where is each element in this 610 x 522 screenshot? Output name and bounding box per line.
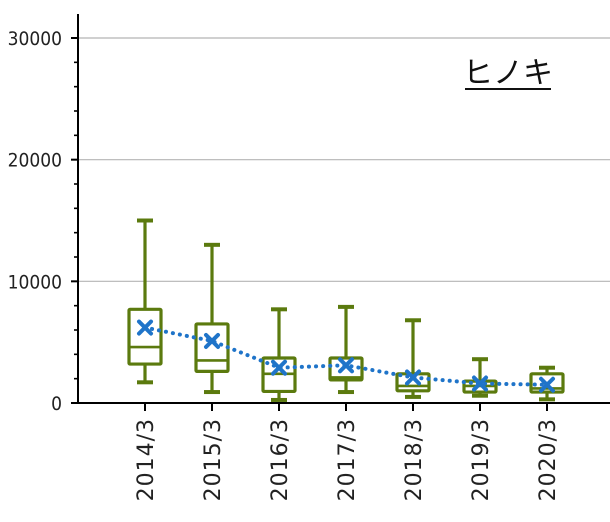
mean-marker	[338, 357, 354, 374]
mean-series	[137, 319, 555, 393]
mean-marker-stroke	[472, 375, 488, 392]
box	[194, 242, 230, 395]
box	[328, 304, 364, 395]
y-tick-label: 0	[51, 393, 62, 415]
box	[529, 365, 565, 402]
x-axis: 2014/3 2015/3 2016/3 2017/3 2018/3 2019/3 2020…	[78, 402, 610, 501]
x-tick-label: 2015/3	[201, 418, 226, 501]
mean-marker-stroke	[539, 376, 555, 393]
box-iqr	[127, 307, 163, 366]
gridlines	[78, 37, 610, 282]
species-title: ヒノキ	[463, 56, 553, 91]
y-tick-label: 10000	[8, 271, 62, 293]
x-tick-label: 2019/3	[469, 418, 494, 501]
y-axis: 0 10000 20000 30000	[8, 14, 79, 415]
mean-marker	[539, 376, 555, 393]
mean-marker	[271, 359, 287, 376]
mean-marker	[137, 319, 153, 336]
mean-marker-stroke	[204, 332, 220, 349]
mean-marker	[472, 375, 488, 392]
x-tick-label: 2017/3	[335, 418, 360, 501]
mean-marker	[204, 332, 220, 349]
box	[127, 218, 163, 385]
x-tick-label: 2014/3	[134, 418, 159, 501]
x-tick-label: 2020/3	[536, 418, 561, 501]
box	[261, 307, 297, 402]
box-iqr	[194, 322, 230, 373]
mean-marker-stroke	[137, 319, 153, 336]
mean-marker-stroke	[338, 357, 354, 374]
mean-marker	[405, 369, 421, 386]
mean-marker-stroke	[405, 369, 421, 386]
box-series	[127, 218, 565, 402]
mean-marker-stroke	[271, 359, 287, 376]
box-iqr	[328, 356, 364, 382]
box	[462, 357, 498, 398]
x-tick-label: 2016/3	[268, 418, 293, 501]
y-tick-label: 20000	[8, 150, 62, 172]
box	[395, 318, 431, 399]
y-tick-label: 30000	[8, 28, 62, 50]
x-tick-label: 2018/3	[402, 418, 427, 501]
